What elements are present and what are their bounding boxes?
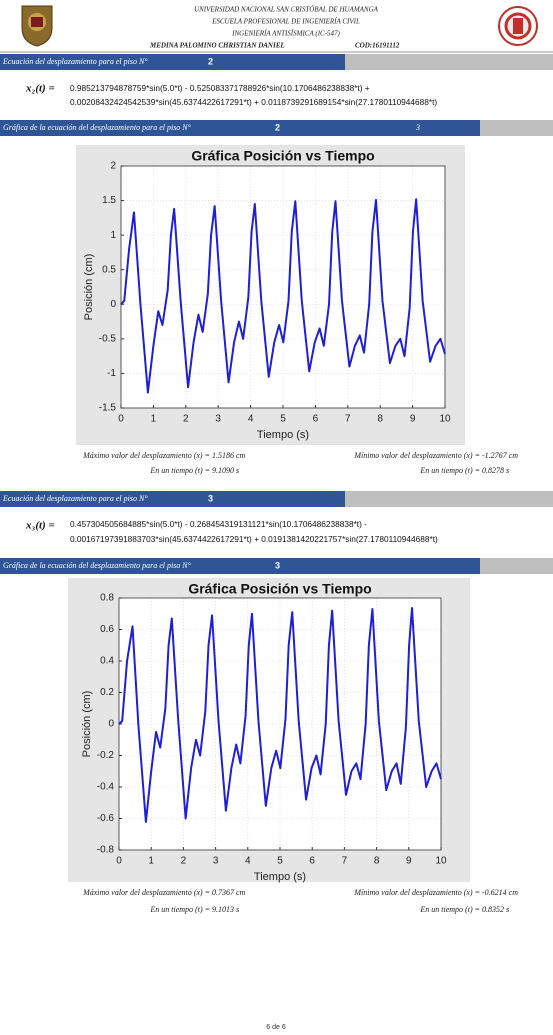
x-tick-label: 4 (248, 414, 254, 425)
x-tick-label: 0 (116, 856, 122, 867)
x-tick-label: 10 (435, 856, 447, 867)
x-tick-label: 3 (213, 856, 219, 867)
y-axis-label: Posición (cm) (81, 691, 93, 758)
bar-number: 2 (208, 56, 213, 66)
y-tick-label: -1 (107, 368, 116, 379)
max-label: Máximo valor del desplazamiento (x) = (82, 451, 210, 460)
max-time: 9.1013 s (212, 905, 239, 914)
author: MEDINA PALOMINO CHRISTIAN DANIEL (149, 42, 285, 50)
x-tick-label: 4 (245, 856, 251, 867)
max-value: 0.7367 cm (212, 888, 246, 897)
min-time-label: En un tiempo (t) = (419, 466, 480, 475)
plot-frame (120, 165, 446, 409)
min-value: -0.6214 cm (482, 888, 518, 897)
bar-number: 2 (275, 122, 280, 132)
x-tick-label: 7 (342, 856, 348, 867)
x-tick-label: 9 (410, 414, 416, 425)
x-tick-label: 2 (183, 414, 189, 425)
y-tick-label: -0.5 (99, 333, 117, 344)
y-tick-label: 0 (108, 719, 114, 730)
university-logo (21, 5, 53, 47)
max-value: 1.5186 cm (212, 451, 246, 460)
x-tick-label: 5 (280, 414, 286, 425)
x-tick-label: 1 (148, 856, 154, 867)
x-tick-label: 5 (277, 856, 283, 867)
min-time: 0.8352 s (482, 905, 509, 914)
section-bar (0, 558, 480, 574)
min-value: -1.2767 cm (482, 451, 518, 460)
y-tick-label: 0 (110, 299, 116, 310)
section-bar-fill (345, 54, 553, 70)
section-bar-fill (345, 491, 553, 507)
x-tick-label: 8 (377, 414, 383, 425)
bar-text: Gráfica de la ecuación del desplazamient… (3, 123, 192, 132)
max-time: 9.1090 s (212, 466, 239, 475)
bar-extra: 3 (415, 123, 420, 132)
bar-number: 3 (208, 493, 213, 503)
chart-title: Gráfica Posición vs Tiempo (191, 148, 374, 164)
y-tick-label: -0.6 (97, 813, 115, 824)
chart-title: Gráfica Posición vs Tiempo (188, 581, 371, 597)
university: UNIVERSIDAD NACIONAL SAN CRISTÓBAL DE HU… (194, 6, 379, 14)
y-tick-label: -0.2 (97, 750, 115, 761)
x-tick-label: 0 (118, 414, 124, 425)
y-tick-label: 1.5 (102, 195, 116, 206)
x-tick-label: 6 (309, 856, 315, 867)
data-line (120, 198, 446, 394)
max-label: Máximo valor del desplazamiento (x) = (82, 888, 210, 897)
x-tick-label: 8 (374, 856, 380, 867)
bar-text: Gráfica de la ecuación del desplazamient… (3, 561, 192, 570)
x-tick-label: 1 (151, 414, 157, 425)
min-label: Mínimo valor del desplazamiento (x) = (353, 451, 480, 460)
x-axis-label: Tiempo (s) (254, 871, 306, 883)
y-tick-label: 0.4 (100, 656, 114, 667)
y-tick-label: 0.8 (100, 593, 114, 604)
equation-line: 0.985213794878759*sin(5.0*t) - 0.5250833… (70, 83, 370, 93)
equation-lhs: x₂(t) = (25, 83, 55, 95)
x-tick-label: 3 (215, 414, 221, 425)
max-time-label: En un tiempo (t) = (149, 466, 210, 475)
equation-line: 0.00208432424542539*sin(45.6374422617291… (70, 97, 437, 107)
school-logo (498, 6, 538, 46)
y-tick-label: 1 (110, 230, 116, 241)
y-tick-label: 2 (110, 161, 116, 172)
section-bar (0, 120, 480, 136)
y-axis-label: Posición (cm) (83, 254, 95, 321)
course: INGENIERÍA ANTISÍSMICA (IC-547) (231, 30, 340, 38)
equation-lhs: x₃(t) = (25, 520, 55, 532)
data-line (118, 606, 442, 823)
y-tick-label: 0.5 (102, 264, 116, 275)
min-label: Mínimo valor del desplazamiento (x) = (353, 888, 480, 897)
min-time-label: En un tiempo (t) = (419, 905, 480, 914)
x-tick-label: 6 (313, 414, 319, 425)
x-tick-label: 10 (439, 414, 451, 425)
bar-number: 3 (275, 560, 280, 570)
section-bar-fill (480, 558, 553, 574)
bar-text: Ecuación del desplazamiento para el piso… (2, 494, 148, 503)
code: COD:16191112 (355, 42, 400, 50)
y-tick-label: 0.6 (100, 624, 114, 635)
y-tick-label: -0.8 (97, 845, 115, 856)
section-bar-fill (480, 120, 553, 136)
y-tick-label: -0.4 (97, 782, 115, 793)
x-tick-label: 2 (181, 856, 187, 867)
page-number: 6 de 6 (266, 1024, 286, 1031)
min-time: 0.8278 s (482, 466, 509, 475)
section-bar (0, 491, 345, 507)
school: ESCUELA PROFESIONAL DE INGENIERÍA CIVIL (211, 18, 360, 26)
x-axis-label: Tiempo (s) (257, 429, 309, 441)
bar-text: Ecuación del desplazamiento para el piso… (2, 57, 148, 66)
equation-line: 0.457304505684885*sin(5.0*t) - 0.2684543… (70, 519, 367, 529)
x-tick-label: 9 (406, 856, 412, 867)
x-tick-label: 7 (345, 414, 351, 425)
section-bar (0, 54, 345, 70)
y-tick-label: 0.2 (100, 687, 114, 698)
equation-line: 0.00167197391883703*sin(45.6374422617291… (70, 534, 438, 544)
max-time-label: En un tiempo (t) = (149, 905, 210, 914)
y-tick-label: -1.5 (99, 403, 117, 414)
